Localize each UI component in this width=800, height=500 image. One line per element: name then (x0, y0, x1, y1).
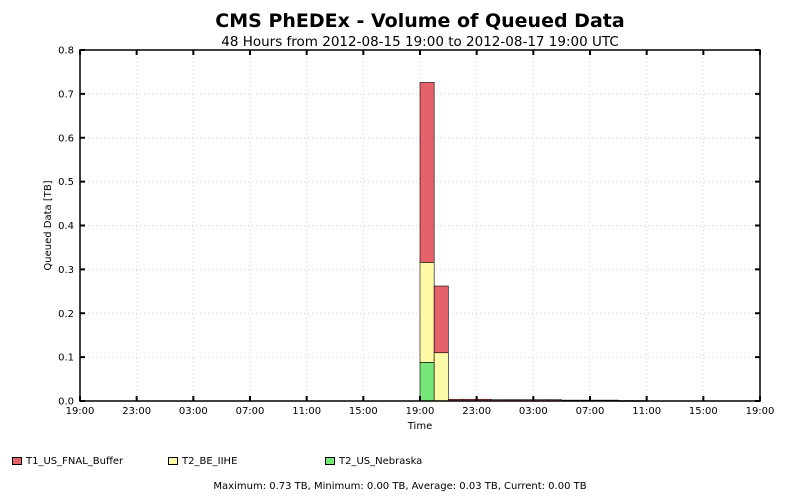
bar-t1-us-fnal-buffer (419, 82, 435, 263)
y-tick-label: 0.7 (58, 89, 74, 100)
y-tick-label: 0.4 (58, 221, 74, 232)
x-tick-label: 15:00 (349, 406, 378, 417)
x-axis-label: Time (407, 421, 432, 432)
x-tick-label: 11:00 (292, 406, 321, 417)
chart-title: CMS PhEDEx - Volume of Queued Data (215, 10, 625, 32)
bar-t2-be-iihe (419, 262, 435, 363)
legend-item-t2-be-iihe: T2_BE_IIHE (168, 454, 237, 468)
y-tick-label: 0.5 (58, 177, 74, 188)
bar-t1-us-fnal-buffer (433, 285, 449, 354)
y-tick-label: 0.2 (58, 309, 74, 320)
legend-item-t2-us-nebraska: T2_US_Nebraska (325, 454, 422, 468)
bar-t2-us-nebraska (419, 362, 435, 402)
x-tick-label: 03:00 (519, 406, 548, 417)
legend-item-t1-us-fnal-buffer: T1_US_FNAL_Buffer (12, 454, 123, 468)
y-tick-label: 0.3 (58, 265, 74, 276)
x-tick-label: 03:00 (179, 406, 208, 417)
x-tick-label: 15:00 (689, 406, 718, 417)
bar-t2-be-iihe (433, 352, 449, 402)
x-tick-label: 07:00 (576, 406, 605, 417)
y-tick-label: 0.1 (58, 353, 74, 364)
x-tick-label: 19:00 (66, 406, 95, 417)
x-tick-label: 23:00 (122, 406, 151, 417)
legend-swatch (12, 457, 22, 465)
y-tick-label: 0.0 (58, 397, 74, 408)
x-tick-label: 11:00 (632, 406, 661, 417)
chart-subtitle: 48 Hours from 2012-08-15 19:00 to 2012-0… (221, 34, 619, 50)
legend-label: T2_BE_IIHE (182, 455, 238, 467)
x-tick-label: 19:00 (746, 406, 775, 417)
legend-label: T1_US_FNAL_Buffer (26, 455, 124, 467)
legend-swatch (325, 457, 335, 465)
y-tick-label: 0.8 (58, 46, 74, 57)
legend-label: T2_US_Nebraska (339, 455, 423, 467)
stats-summary: Maximum: 0.73 TB, Minimum: 0.00 TB, Aver… (213, 481, 587, 492)
x-tick-label: 23:00 (462, 406, 491, 417)
legend-swatch (168, 457, 178, 465)
y-tick-label: 0.6 (58, 133, 74, 144)
y-axis-label: Queued Data [TB] (43, 180, 54, 270)
x-tick-label: 07:00 (236, 406, 265, 417)
x-tick-label: 19:00 (406, 406, 435, 417)
